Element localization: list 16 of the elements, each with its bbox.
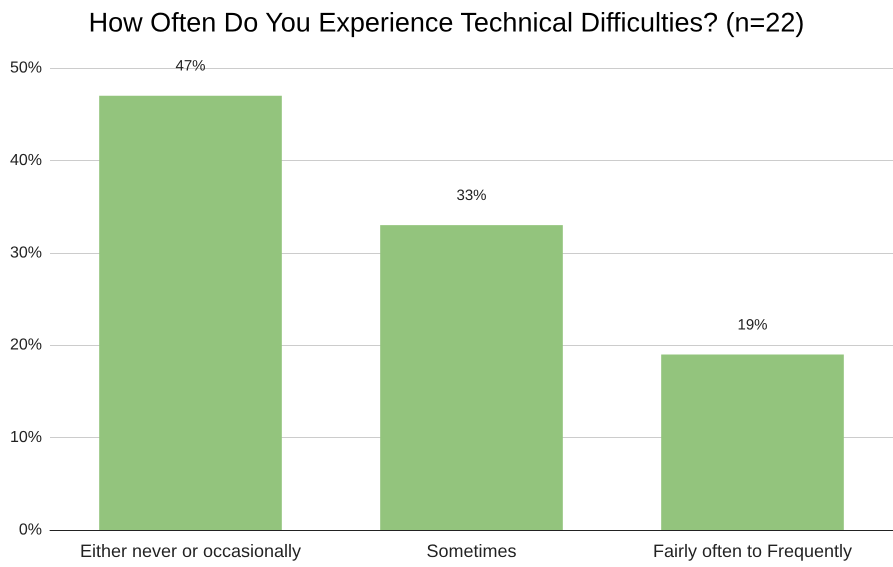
bar bbox=[380, 225, 563, 530]
bar bbox=[99, 96, 282, 530]
bar bbox=[661, 354, 844, 530]
y-tick-label: 30% bbox=[10, 244, 42, 262]
y-tick-label: 10% bbox=[10, 429, 42, 446]
y-tick-label: 40% bbox=[10, 152, 42, 169]
y-tick-label: 20% bbox=[10, 336, 42, 354]
x-tick-label: Fairly often to Frequently bbox=[652, 541, 852, 561]
data-label: 47% bbox=[175, 58, 206, 75]
data-label: 19% bbox=[737, 316, 768, 334]
x-tick-label: Sometimes bbox=[426, 541, 517, 561]
chart-title: How Often Do You Experience Technical Difficulties? (n=22) bbox=[88, 8, 804, 38]
x-tick-label: Either never or occasionally bbox=[80, 541, 302, 561]
y-tick-label: 50% bbox=[10, 60, 42, 76]
y-tick-label: 0% bbox=[18, 522, 42, 538]
data-label: 33% bbox=[456, 187, 487, 204]
